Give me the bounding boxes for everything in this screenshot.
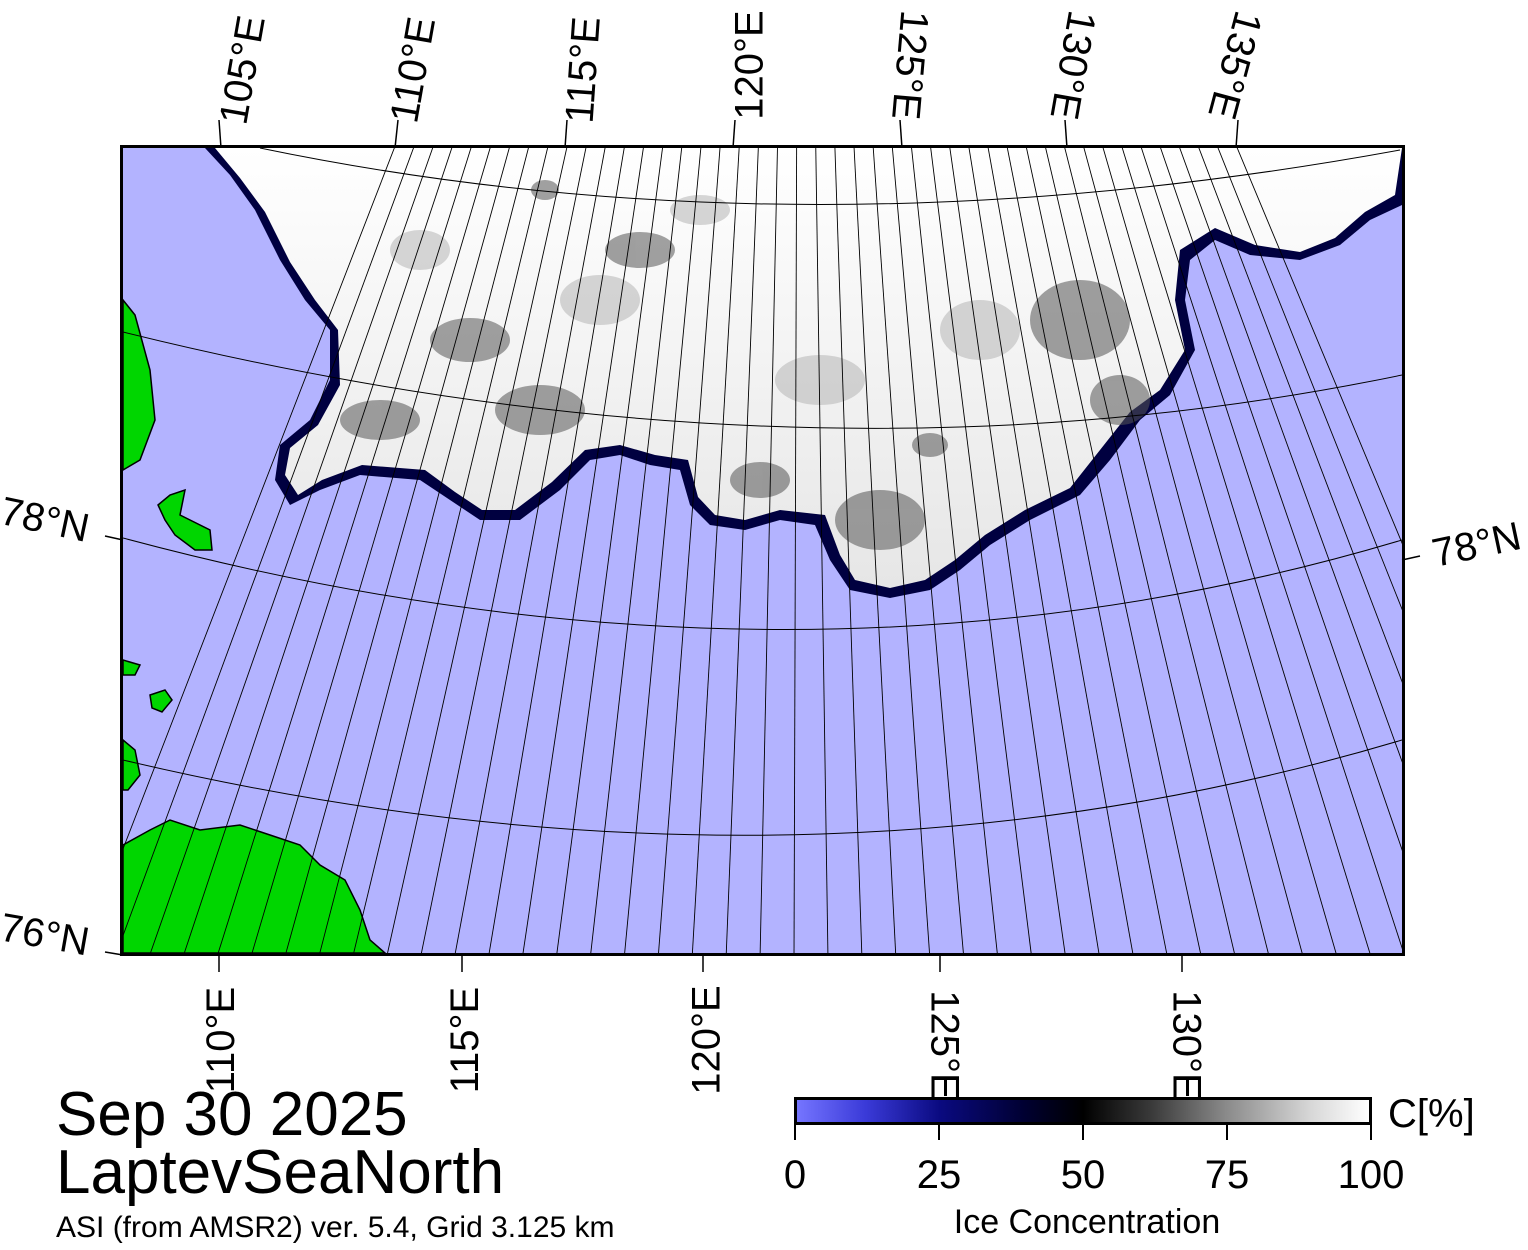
colorbar-tick-50: 50: [1060, 1153, 1106, 1197]
lon-label-bottom-120: 120°E: [684, 985, 729, 1095]
lon-label-top-110: 110°E: [382, 13, 445, 127]
colorbar-tick-0: 0: [783, 1153, 807, 1197]
colorbar-unit: C[%]: [1388, 1092, 1475, 1136]
lon-label-bottom-125: 125°E: [922, 990, 967, 1100]
map-date: Sep 30 2025: [56, 1080, 408, 1149]
lon-label-top-105: 105°E: [211, 12, 274, 128]
lon-label-top-115: 115°E: [557, 15, 609, 125]
colorbar-tick-100: 100: [1337, 1153, 1405, 1197]
lon-label-top-125: 125°E: [883, 8, 937, 122]
data-source: ASI (from AMSR2) ver. 5.4, Grid 3.125 km: [56, 1211, 615, 1244]
lat-label-left-76: 76°N: [0, 905, 93, 965]
colorbar-title: Ice Concentration: [953, 1203, 1221, 1241]
lat-label-right-78: 78°N: [1428, 514, 1525, 576]
lat-label-left-78: 78°N: [0, 489, 93, 551]
colorbar-tick-25: 25: [916, 1153, 962, 1197]
lon-label-top-130: 130°E: [1041, 7, 1104, 123]
lon-label-bottom-130: 130°E: [1164, 990, 1209, 1100]
lon-label-bottom-110: 110°E: [199, 986, 244, 1094]
map-region: LaptevSeaNorth: [56, 1138, 505, 1207]
lon-label-top-135: 135°E: [1199, 6, 1271, 124]
colorbar-tick-75: 75: [1204, 1153, 1250, 1197]
sea-ice-map: [120, 145, 1405, 956]
colorbar: [794, 1097, 1372, 1125]
lon-label-top-120: 120°E: [727, 10, 772, 120]
lon-label-bottom-115: 115°E: [443, 986, 488, 1094]
